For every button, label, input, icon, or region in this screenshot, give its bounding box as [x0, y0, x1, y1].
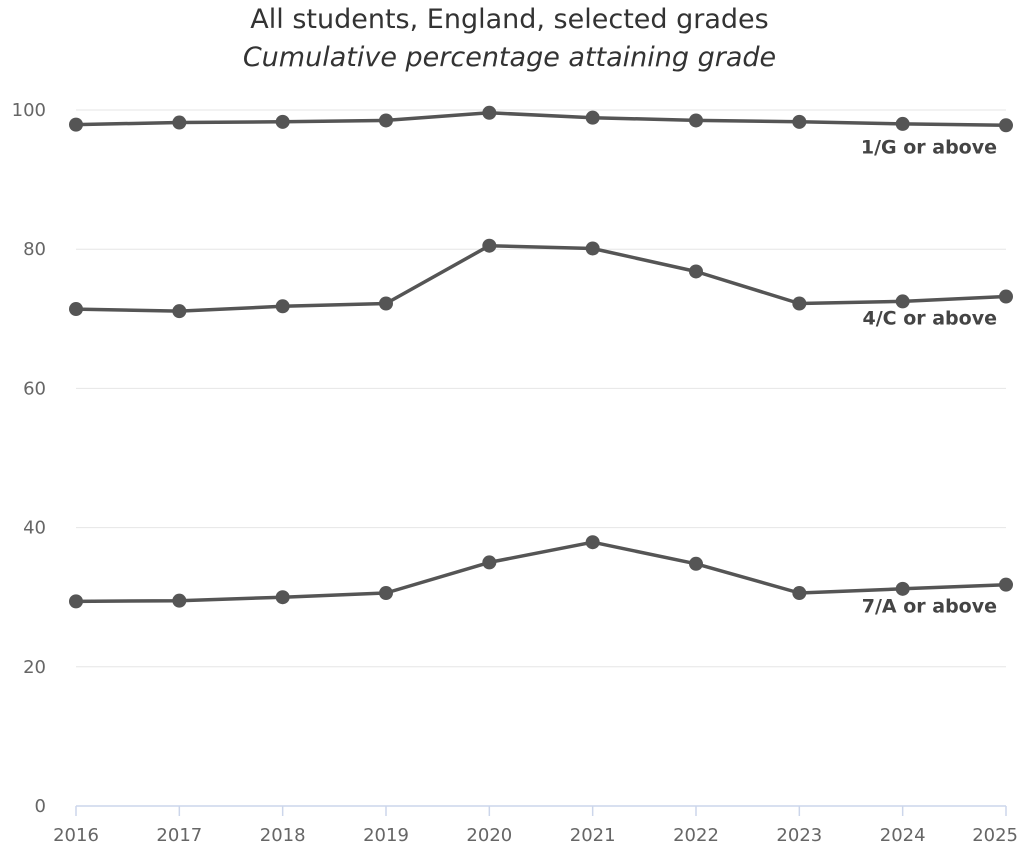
data-point: [69, 302, 83, 317]
x-tick-label: 2019: [363, 825, 409, 846]
data-point: [895, 294, 910, 309]
x-tick-label: 2021: [570, 825, 616, 846]
series-label: 1/G or above: [861, 136, 997, 158]
data-point: [275, 299, 290, 314]
x-tick-label: 2017: [156, 825, 202, 846]
data-point: [999, 577, 1013, 592]
chart-subtitle: Cumulative percentage attaining grade: [242, 42, 777, 73]
x-tick-label: 2024: [880, 825, 926, 846]
data-point: [482, 555, 497, 570]
y-tick-label: 20: [23, 657, 46, 678]
x-tick-label: 2023: [776, 825, 822, 846]
y-tick-label: 40: [23, 518, 46, 539]
y-tick-label: 100: [12, 100, 46, 121]
data-point: [585, 241, 600, 256]
y-tick-label: 0: [35, 796, 46, 817]
data-point: [792, 114, 807, 129]
x-tick-label: 2022: [673, 825, 719, 846]
data-point: [482, 238, 497, 253]
series-label: 4/C or above: [862, 308, 997, 330]
data-point: [172, 593, 187, 608]
x-tick-label: 2018: [260, 825, 306, 846]
data-point: [69, 117, 83, 132]
data-point: [69, 594, 83, 609]
data-point: [585, 535, 600, 550]
data-point: [585, 110, 600, 125]
data-point: [895, 581, 910, 596]
data-point: [792, 586, 807, 601]
series-label: 7/A or above: [862, 596, 997, 618]
data-point: [895, 116, 910, 131]
data-point: [689, 113, 703, 128]
data-point: [689, 556, 703, 571]
data-point: [999, 289, 1013, 304]
y-tick-label: 60: [23, 378, 46, 399]
data-point: [482, 105, 497, 120]
series-line: [75, 540, 1007, 604]
chart-title: All students, England, selected grades: [250, 4, 769, 35]
data-point: [172, 115, 187, 130]
data-point: [689, 264, 703, 279]
x-tick-label: 2016: [53, 825, 99, 846]
series-line: [75, 243, 1007, 313]
data-point: [999, 118, 1013, 133]
data-point: [379, 586, 393, 601]
data-point: [379, 296, 393, 311]
data-point: [275, 590, 290, 605]
data-point: [792, 296, 807, 311]
data-point: [172, 304, 187, 319]
x-tick-label: 2025: [972, 825, 1018, 846]
data-point: [379, 113, 393, 128]
series-line: [75, 111, 1007, 128]
data-point: [275, 114, 290, 129]
y-tick-label: 80: [23, 239, 46, 260]
x-tick-label: 2020: [466, 825, 512, 846]
